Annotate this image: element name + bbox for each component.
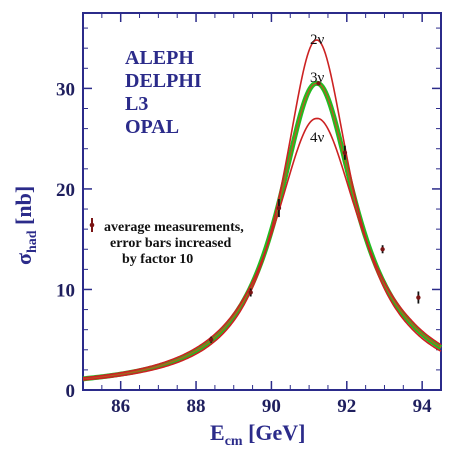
axis-ticks: 86 88 90 92 94 0 10 20 30 bbox=[56, 13, 442, 417]
experiment-label: OPAL bbox=[125, 116, 179, 138]
x-tick-label: 92 bbox=[337, 396, 356, 417]
x-tick-label: 94 bbox=[413, 396, 433, 417]
measurement-point bbox=[416, 295, 421, 300]
measurement-point bbox=[276, 205, 282, 211]
y-tick-label: 0 bbox=[66, 381, 76, 402]
y-tick-label: 30 bbox=[56, 79, 75, 100]
measurement-point bbox=[248, 290, 253, 295]
y-tick-label: 20 bbox=[56, 180, 75, 201]
curve-label-3nu: 3ν bbox=[310, 70, 325, 86]
legend-marker bbox=[89, 222, 95, 228]
plot-frame bbox=[82, 12, 442, 391]
measurement-point bbox=[316, 81, 321, 86]
x-tick-label: 86 bbox=[111, 396, 130, 417]
curve-label-4nu: 4ν bbox=[310, 130, 325, 146]
measurement-point bbox=[380, 247, 385, 252]
experiment-list: ALEPH DELPHI L3 OPAL bbox=[125, 47, 202, 138]
x-axis-title: Ecm [GeV] bbox=[210, 420, 306, 449]
curve-label-2nu: 2ν bbox=[310, 32, 325, 48]
experiment-label: DELPHI bbox=[125, 70, 202, 92]
x-tick-label: 90 bbox=[262, 396, 281, 417]
curves bbox=[82, 39, 443, 382]
legend-text-line: by factor 10 bbox=[122, 252, 193, 267]
curve-2nu bbox=[82, 39, 442, 381]
measurement-points bbox=[208, 81, 421, 343]
experiment-label: ALEPH bbox=[125, 47, 194, 69]
y-tick-label: 10 bbox=[56, 280, 75, 301]
x-tick-label: 88 bbox=[187, 396, 206, 417]
y-axis-title: σhad [nb] bbox=[11, 186, 40, 265]
curve-4nu bbox=[82, 117, 442, 379]
legend-text-line: average measurements, bbox=[104, 220, 244, 235]
legend: average measurements, error bars increas… bbox=[89, 218, 244, 267]
experiment-label: L3 bbox=[125, 93, 148, 115]
legend-text-line: error bars increased bbox=[110, 236, 232, 251]
measurement-point bbox=[208, 337, 214, 342]
measurement-point bbox=[342, 150, 348, 155]
